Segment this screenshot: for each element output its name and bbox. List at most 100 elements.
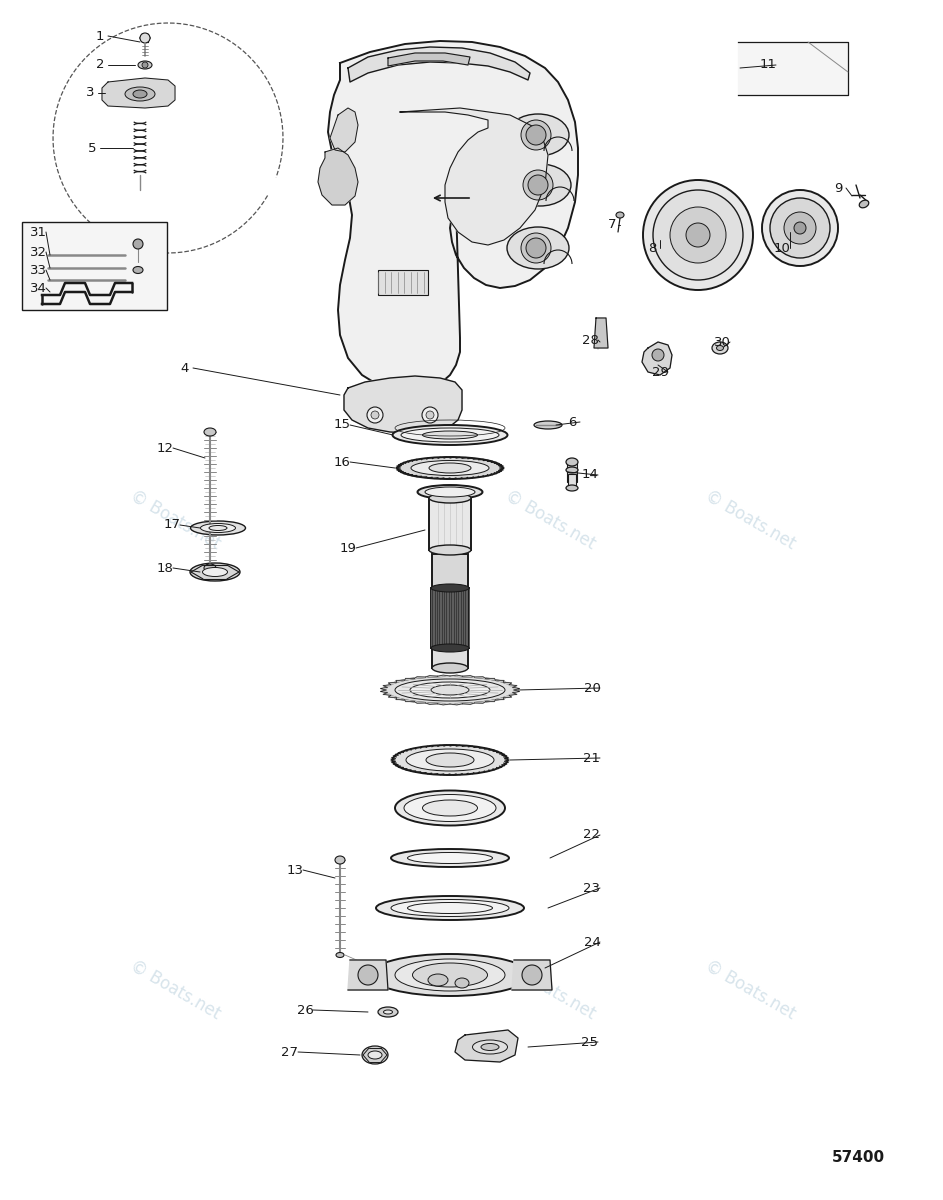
Ellipse shape: [190, 521, 245, 535]
Text: 1: 1: [96, 30, 105, 42]
Polygon shape: [513, 688, 520, 690]
Ellipse shape: [133, 266, 143, 274]
Text: 32: 32: [29, 246, 46, 258]
Ellipse shape: [335, 856, 345, 864]
Text: © Boats.net: © Boats.net: [126, 487, 223, 553]
Text: 20: 20: [584, 682, 601, 695]
Text: 7: 7: [607, 218, 616, 232]
Ellipse shape: [204, 428, 216, 436]
Circle shape: [528, 175, 548, 194]
Text: © Boats.net: © Boats.net: [502, 956, 598, 1024]
Polygon shape: [396, 697, 405, 700]
Polygon shape: [512, 960, 552, 990]
Ellipse shape: [412, 962, 488, 986]
Ellipse shape: [362, 1046, 388, 1064]
Ellipse shape: [432, 662, 468, 673]
Polygon shape: [414, 702, 425, 703]
Ellipse shape: [429, 545, 471, 554]
Ellipse shape: [133, 90, 147, 98]
Polygon shape: [330, 108, 358, 152]
Ellipse shape: [717, 346, 723, 350]
Polygon shape: [383, 685, 390, 688]
Circle shape: [526, 238, 546, 258]
Ellipse shape: [429, 493, 471, 503]
Polygon shape: [414, 677, 425, 678]
Circle shape: [422, 407, 438, 422]
Circle shape: [686, 223, 710, 247]
Circle shape: [140, 32, 150, 43]
Circle shape: [652, 349, 664, 361]
Ellipse shape: [201, 523, 236, 533]
Text: 10: 10: [773, 241, 790, 254]
Ellipse shape: [859, 200, 869, 208]
Polygon shape: [642, 342, 672, 374]
Ellipse shape: [204, 564, 216, 572]
Ellipse shape: [616, 212, 624, 218]
Text: 12: 12: [157, 442, 174, 455]
Polygon shape: [380, 690, 388, 692]
Ellipse shape: [425, 487, 475, 497]
Circle shape: [643, 180, 753, 290]
Text: 31: 31: [29, 226, 46, 239]
Ellipse shape: [422, 431, 477, 439]
Bar: [567, 462, 577, 482]
Circle shape: [426, 410, 434, 419]
Text: 26: 26: [296, 1003, 313, 1016]
Ellipse shape: [401, 428, 499, 442]
Ellipse shape: [203, 568, 227, 576]
Text: 14: 14: [582, 468, 599, 481]
Ellipse shape: [404, 794, 496, 822]
Bar: [378, 270, 428, 295]
Ellipse shape: [509, 164, 571, 206]
Ellipse shape: [472, 1040, 507, 1054]
Ellipse shape: [384, 1010, 392, 1014]
Ellipse shape: [370, 954, 530, 996]
Text: 2: 2: [96, 59, 105, 72]
Bar: [432, 648, 468, 668]
Ellipse shape: [422, 800, 477, 816]
Polygon shape: [594, 318, 608, 348]
Polygon shape: [474, 677, 486, 678]
Circle shape: [670, 206, 726, 263]
Text: 25: 25: [582, 1036, 599, 1049]
Ellipse shape: [336, 953, 344, 958]
Polygon shape: [405, 700, 414, 702]
Ellipse shape: [376, 896, 524, 920]
Circle shape: [653, 190, 743, 280]
Polygon shape: [425, 676, 438, 677]
Polygon shape: [388, 53, 470, 66]
Polygon shape: [738, 42, 848, 95]
Ellipse shape: [429, 463, 471, 473]
Polygon shape: [348, 960, 388, 990]
Ellipse shape: [395, 791, 505, 826]
Ellipse shape: [406, 749, 494, 770]
Ellipse shape: [411, 461, 489, 475]
Text: 18: 18: [157, 562, 174, 575]
Polygon shape: [474, 702, 486, 703]
Polygon shape: [486, 678, 495, 680]
Text: © Boats.net: © Boats.net: [502, 487, 598, 553]
Text: 9: 9: [834, 181, 842, 194]
Ellipse shape: [138, 61, 152, 68]
Polygon shape: [513, 690, 520, 692]
Bar: [432, 554, 468, 589]
Text: 34: 34: [29, 282, 46, 294]
Polygon shape: [348, 47, 530, 82]
Polygon shape: [389, 683, 397, 685]
Text: 16: 16: [334, 456, 351, 468]
Text: 21: 21: [584, 751, 601, 764]
Polygon shape: [455, 1030, 518, 1062]
Polygon shape: [318, 148, 358, 205]
Ellipse shape: [392, 425, 507, 445]
Text: 27: 27: [282, 1045, 299, 1058]
Ellipse shape: [431, 584, 469, 592]
Ellipse shape: [391, 850, 509, 866]
Circle shape: [371, 410, 379, 419]
Circle shape: [770, 198, 830, 258]
Circle shape: [784, 212, 816, 244]
Ellipse shape: [566, 467, 578, 473]
Text: 13: 13: [287, 864, 304, 876]
Polygon shape: [425, 703, 438, 704]
Circle shape: [526, 125, 546, 145]
Ellipse shape: [431, 685, 469, 695]
